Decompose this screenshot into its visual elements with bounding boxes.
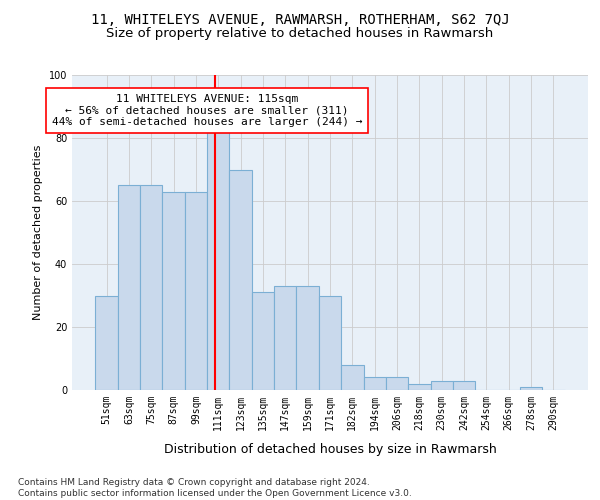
- Bar: [296, 286, 319, 390]
- Bar: [431, 380, 453, 390]
- Bar: [341, 365, 364, 390]
- Bar: [95, 296, 118, 390]
- Bar: [163, 192, 185, 390]
- Bar: [520, 387, 542, 390]
- Text: Size of property relative to detached houses in Rawmarsh: Size of property relative to detached ho…: [106, 28, 494, 40]
- Bar: [118, 185, 140, 390]
- Bar: [274, 286, 296, 390]
- Bar: [229, 170, 252, 390]
- Bar: [364, 378, 386, 390]
- Bar: [319, 296, 341, 390]
- Text: 11 WHITELEYS AVENUE: 115sqm
← 56% of detached houses are smaller (311)
44% of se: 11 WHITELEYS AVENUE: 115sqm ← 56% of det…: [52, 94, 362, 127]
- Text: 11, WHITELEYS AVENUE, RAWMARSH, ROTHERHAM, S62 7QJ: 11, WHITELEYS AVENUE, RAWMARSH, ROTHERHA…: [91, 12, 509, 26]
- Bar: [386, 378, 408, 390]
- Bar: [252, 292, 274, 390]
- Bar: [185, 192, 207, 390]
- Y-axis label: Number of detached properties: Number of detached properties: [33, 145, 43, 320]
- Bar: [453, 380, 475, 390]
- Text: Contains HM Land Registry data © Crown copyright and database right 2024.
Contai: Contains HM Land Registry data © Crown c…: [18, 478, 412, 498]
- Text: Distribution of detached houses by size in Rawmarsh: Distribution of detached houses by size …: [164, 442, 496, 456]
- Bar: [140, 185, 163, 390]
- Bar: [408, 384, 431, 390]
- Bar: [207, 122, 229, 390]
